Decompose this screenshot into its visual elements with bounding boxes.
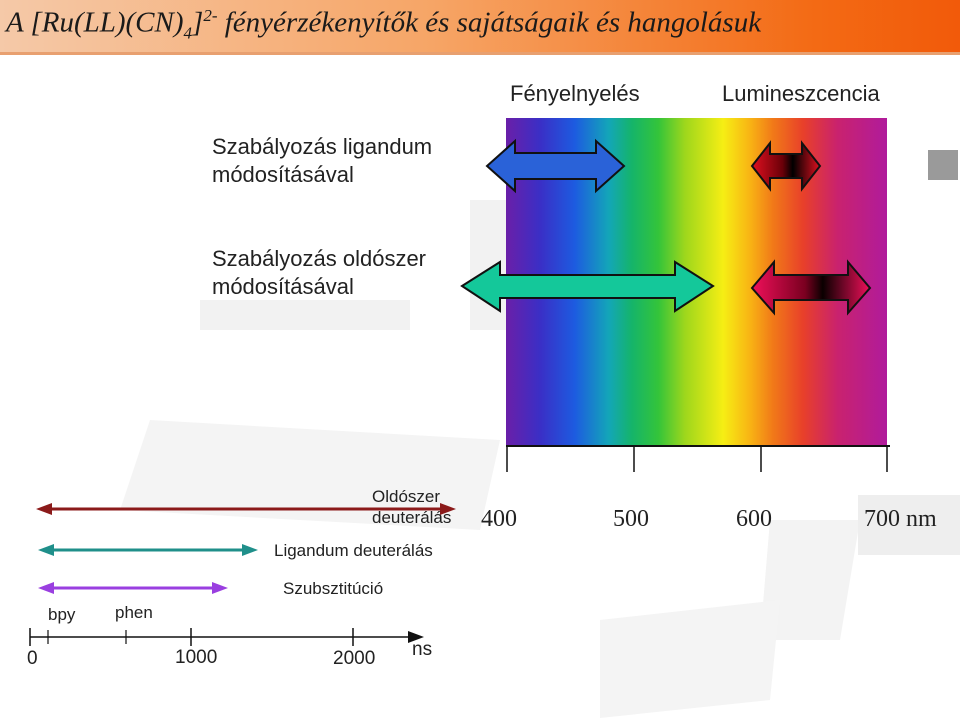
- solvent-deuteration-arrow: [36, 503, 456, 515]
- ligand-deuteration-label: Ligandum deuterálás: [274, 541, 433, 560]
- wavelength-label-500: 500: [613, 506, 649, 532]
- time-label-1000: 1000: [175, 647, 218, 668]
- phen-label: phen: [115, 603, 153, 622]
- luminescence-header: Lumineszcencia: [722, 81, 880, 106]
- substitution-arrow: [38, 582, 228, 594]
- slide-title: A [Ru(LL)(CN)4]2- fényérzékenyítők és sa…: [6, 6, 762, 43]
- bpy-label: bpy: [48, 605, 76, 624]
- solvent-deuteration-label: Oldószer deuterálás: [372, 487, 452, 527]
- time-axis-arrowhead: [408, 631, 424, 643]
- ligand-tuning-label: Szabályozás ligandum módosításával: [212, 134, 433, 187]
- luminescence-solvent-arrow: [750, 259, 872, 316]
- wavelength-label-700: 700 nm: [864, 506, 937, 532]
- title-underline: [0, 52, 960, 55]
- solvent-tuning-label: Szabályozás oldószer módosításával: [212, 246, 427, 299]
- substitution-label: Szubsztitúció: [283, 579, 384, 598]
- absorption-solvent-arrow: [460, 260, 715, 313]
- wavelength-label-600: 600: [736, 506, 772, 532]
- time-label-2000: 2000: [333, 648, 376, 669]
- absorption-ligand-arrow: [485, 138, 626, 194]
- time-unit-label: ns: [412, 639, 433, 660]
- title-bar: [0, 0, 960, 52]
- wavelength-label-400: 400: [481, 506, 517, 532]
- absorption-header: Fényelnyelés: [510, 81, 640, 106]
- luminescence-ligand-arrow: [750, 140, 822, 192]
- time-label-0: 0: [27, 648, 38, 669]
- ligand-deuteration-arrow: [38, 544, 258, 556]
